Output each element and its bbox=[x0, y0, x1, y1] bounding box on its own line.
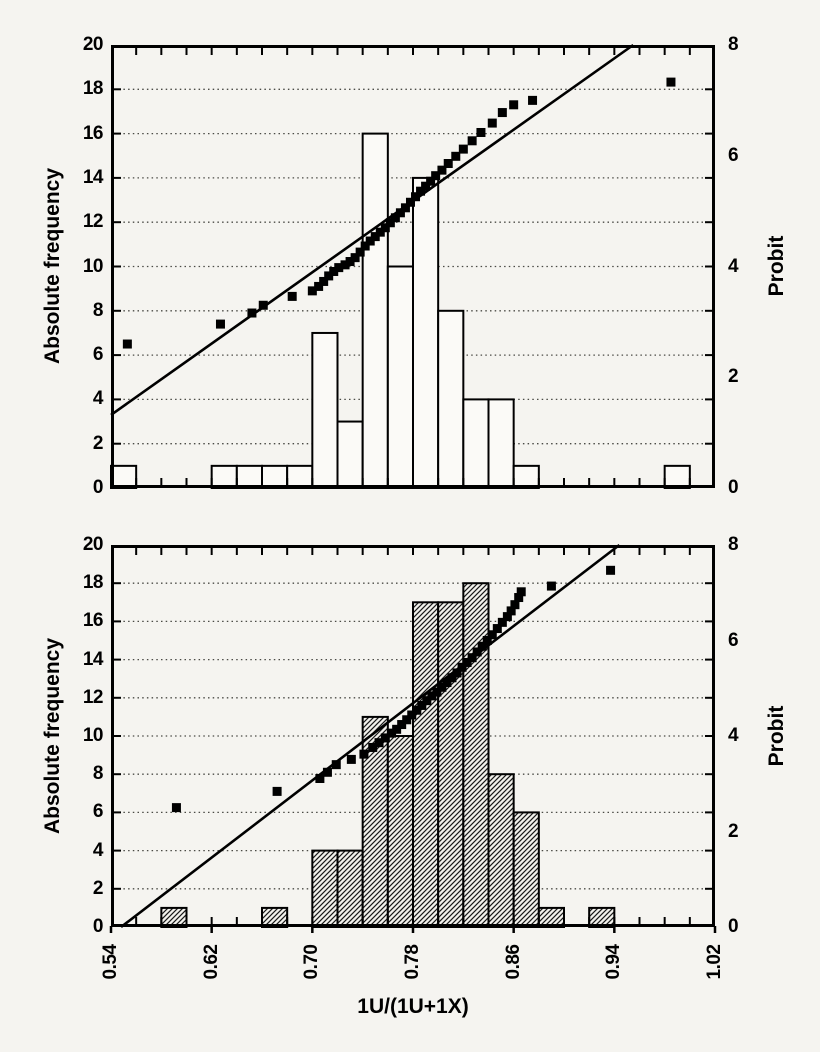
plot-frame bbox=[111, 45, 715, 488]
x-tick-label: 0.94 bbox=[603, 944, 625, 980]
y-left-tick-label: 6 bbox=[92, 344, 104, 366]
probit-fit-line bbox=[110, 43, 634, 416]
y-left-tick-label: 8 bbox=[92, 763, 104, 785]
y-left-tick-label: 10 bbox=[82, 725, 104, 746]
y-right-axis-title-top-panel: Probit bbox=[765, 235, 788, 297]
gridlines bbox=[114, 88, 712, 445]
y-left-tick-label: 14 bbox=[82, 648, 104, 670]
x-tick-label: 0.62 bbox=[200, 944, 222, 980]
top-panel-plot bbox=[110, 43, 715, 490]
bottom-panel-plot bbox=[109, 543, 717, 933]
y-right-tick-label: 6 bbox=[728, 629, 739, 651]
y-left-tick-label: 16 bbox=[82, 122, 104, 144]
y-left-tick-label: 0 bbox=[92, 916, 104, 937]
y-left-tick-label: 16 bbox=[82, 610, 104, 632]
y-right-tick-label: 6 bbox=[728, 144, 739, 166]
gridlines bbox=[114, 582, 712, 890]
plot-frame bbox=[111, 545, 715, 927]
y-left-tick-label: 12 bbox=[82, 211, 104, 233]
x-tick-label: 0.86 bbox=[502, 944, 524, 980]
y-left-tick-label: 2 bbox=[92, 877, 104, 899]
y-left-tick-label: 0 bbox=[92, 477, 104, 498]
y-left-tick-label: 4 bbox=[92, 388, 104, 410]
histogram-bars bbox=[110, 132, 691, 490]
y-left-tick-label: 4 bbox=[92, 839, 104, 861]
probit-fit-line bbox=[120, 543, 621, 929]
y-right-tick-label: 4 bbox=[728, 725, 739, 746]
y-right-tick-label: 0 bbox=[728, 477, 739, 498]
probit-points bbox=[171, 565, 616, 813]
histogram-bars bbox=[160, 582, 616, 929]
y-left-tick-label: 10 bbox=[82, 255, 104, 277]
x-tick-label: 0.54 bbox=[100, 944, 121, 980]
y-right-tick-label: 8 bbox=[728, 534, 739, 555]
y-left-tick-label: 12 bbox=[82, 686, 104, 708]
y-right-tick-label: 2 bbox=[728, 366, 739, 388]
axis-ticks bbox=[109, 548, 717, 933]
y-left-tick-label: 20 bbox=[82, 534, 104, 555]
y-right-tick-label: 0 bbox=[728, 916, 739, 937]
x-axis-title: 1U/(1U+1X) bbox=[357, 995, 469, 1018]
y-left-tick-label: 6 bbox=[92, 801, 104, 823]
y-left-tick-label: 8 bbox=[92, 299, 104, 321]
y-right-tick-label: 4 bbox=[728, 255, 739, 277]
y-left-tick-label: 18 bbox=[82, 572, 104, 594]
y-left-tick-label: 2 bbox=[92, 432, 104, 454]
y-left-tick-label: 18 bbox=[82, 78, 104, 100]
x-tick-label: 0.70 bbox=[301, 944, 323, 980]
axis-ticks bbox=[114, 48, 712, 485]
probit-points bbox=[122, 77, 676, 349]
y-right-axis-title-bottom-panel: Probit bbox=[765, 705, 788, 767]
y-right-tick-label: 8 bbox=[728, 34, 739, 55]
x-tick-label: 0.78 bbox=[402, 944, 423, 980]
y-left-tick-label: 14 bbox=[82, 166, 104, 188]
y-left-tick-label: 20 bbox=[82, 34, 104, 55]
x-tick-label: 1.02 bbox=[704, 944, 725, 980]
y-right-tick-label: 2 bbox=[728, 820, 739, 842]
